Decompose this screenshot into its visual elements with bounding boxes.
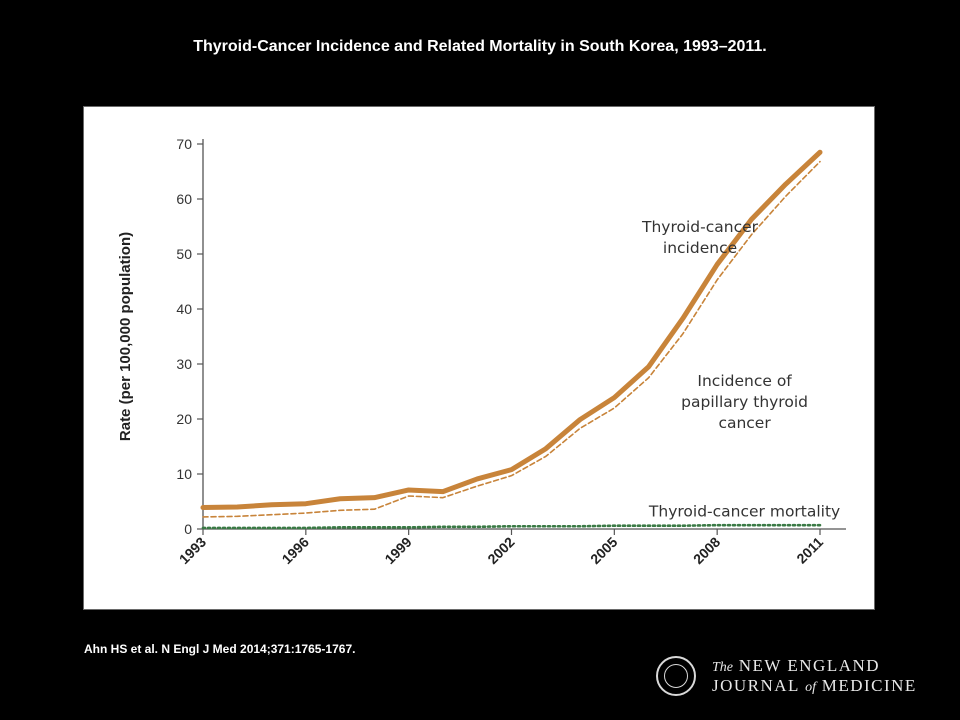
journal-word-new-england: NEW ENGLAND (738, 656, 881, 675)
citation: Ahn HS et al. N Engl J Med 2014;371:1765… (84, 642, 356, 656)
annotation-line: cancer (718, 414, 771, 432)
annotation-line: papillary thyroid (681, 393, 808, 411)
y-tick-label: 0 (184, 521, 192, 537)
chart-frame: 0 10 20 30 40 50 60 70 1993 1996 1999 2002 2005 2008 2… (83, 106, 875, 610)
journal-name-line-1: The NEW ENGLAND (712, 656, 880, 676)
x-tick-label: 1993 (176, 534, 209, 567)
journal-seal-inner (664, 664, 688, 688)
journal-word-of: of (805, 680, 816, 695)
slide-title: Thyroid-Cancer Incidence and Related Mor… (193, 38, 767, 55)
y-tick-label: 50 (176, 246, 192, 262)
y-tick-label: 70 (176, 136, 192, 152)
journal-logo: The NEW ENGLAND JOURNAL of MEDICINE (656, 656, 936, 700)
journal-word-medicine: MEDICINE (821, 676, 917, 695)
journal-seal-icon (656, 656, 696, 696)
y-tick-label: 20 (176, 411, 192, 427)
y-tick-label: 30 (176, 356, 192, 372)
y-tick-label: 10 (176, 466, 192, 482)
y-tick-label: 60 (176, 191, 192, 207)
series-line-0 (200, 149, 823, 511)
y-tick-label: 40 (176, 301, 192, 317)
series-annotation-2: Thyroid-cancer mortality (648, 502, 840, 520)
series-line-1 (202, 160, 821, 518)
x-tick-label: 1999 (381, 534, 414, 567)
y-axis-label: Rate (per 100,000 population) (117, 232, 134, 441)
annotation-line: Thyroid-cancer (641, 218, 759, 236)
journal-word-journal: JOURNAL (712, 676, 800, 695)
x-tick-label: 2008 (690, 534, 723, 567)
series-annotation-1: Incidence of papillary thyroid cancer (681, 372, 808, 432)
series-annotation-0: Thyroid-cancer incidence (641, 218, 759, 257)
x-tick-label: 2002 (484, 534, 517, 567)
x-tick-label: 2005 (587, 534, 620, 567)
annotation-line: Thyroid-cancer mortality (648, 502, 840, 520)
x-tick-label: 1996 (279, 534, 312, 567)
series-line-2 (201, 523, 822, 530)
annotation-line: Incidence of (697, 372, 792, 390)
line-chart: 0 10 20 30 40 50 60 70 1993 1996 1999 2002 2005 2008 2… (117, 136, 846, 567)
journal-word-the: The (712, 660, 733, 675)
x-tick-label: 2011 (793, 534, 826, 567)
journal-name-line-2: JOURNAL of MEDICINE (712, 676, 917, 696)
annotation-line: incidence (663, 239, 737, 257)
